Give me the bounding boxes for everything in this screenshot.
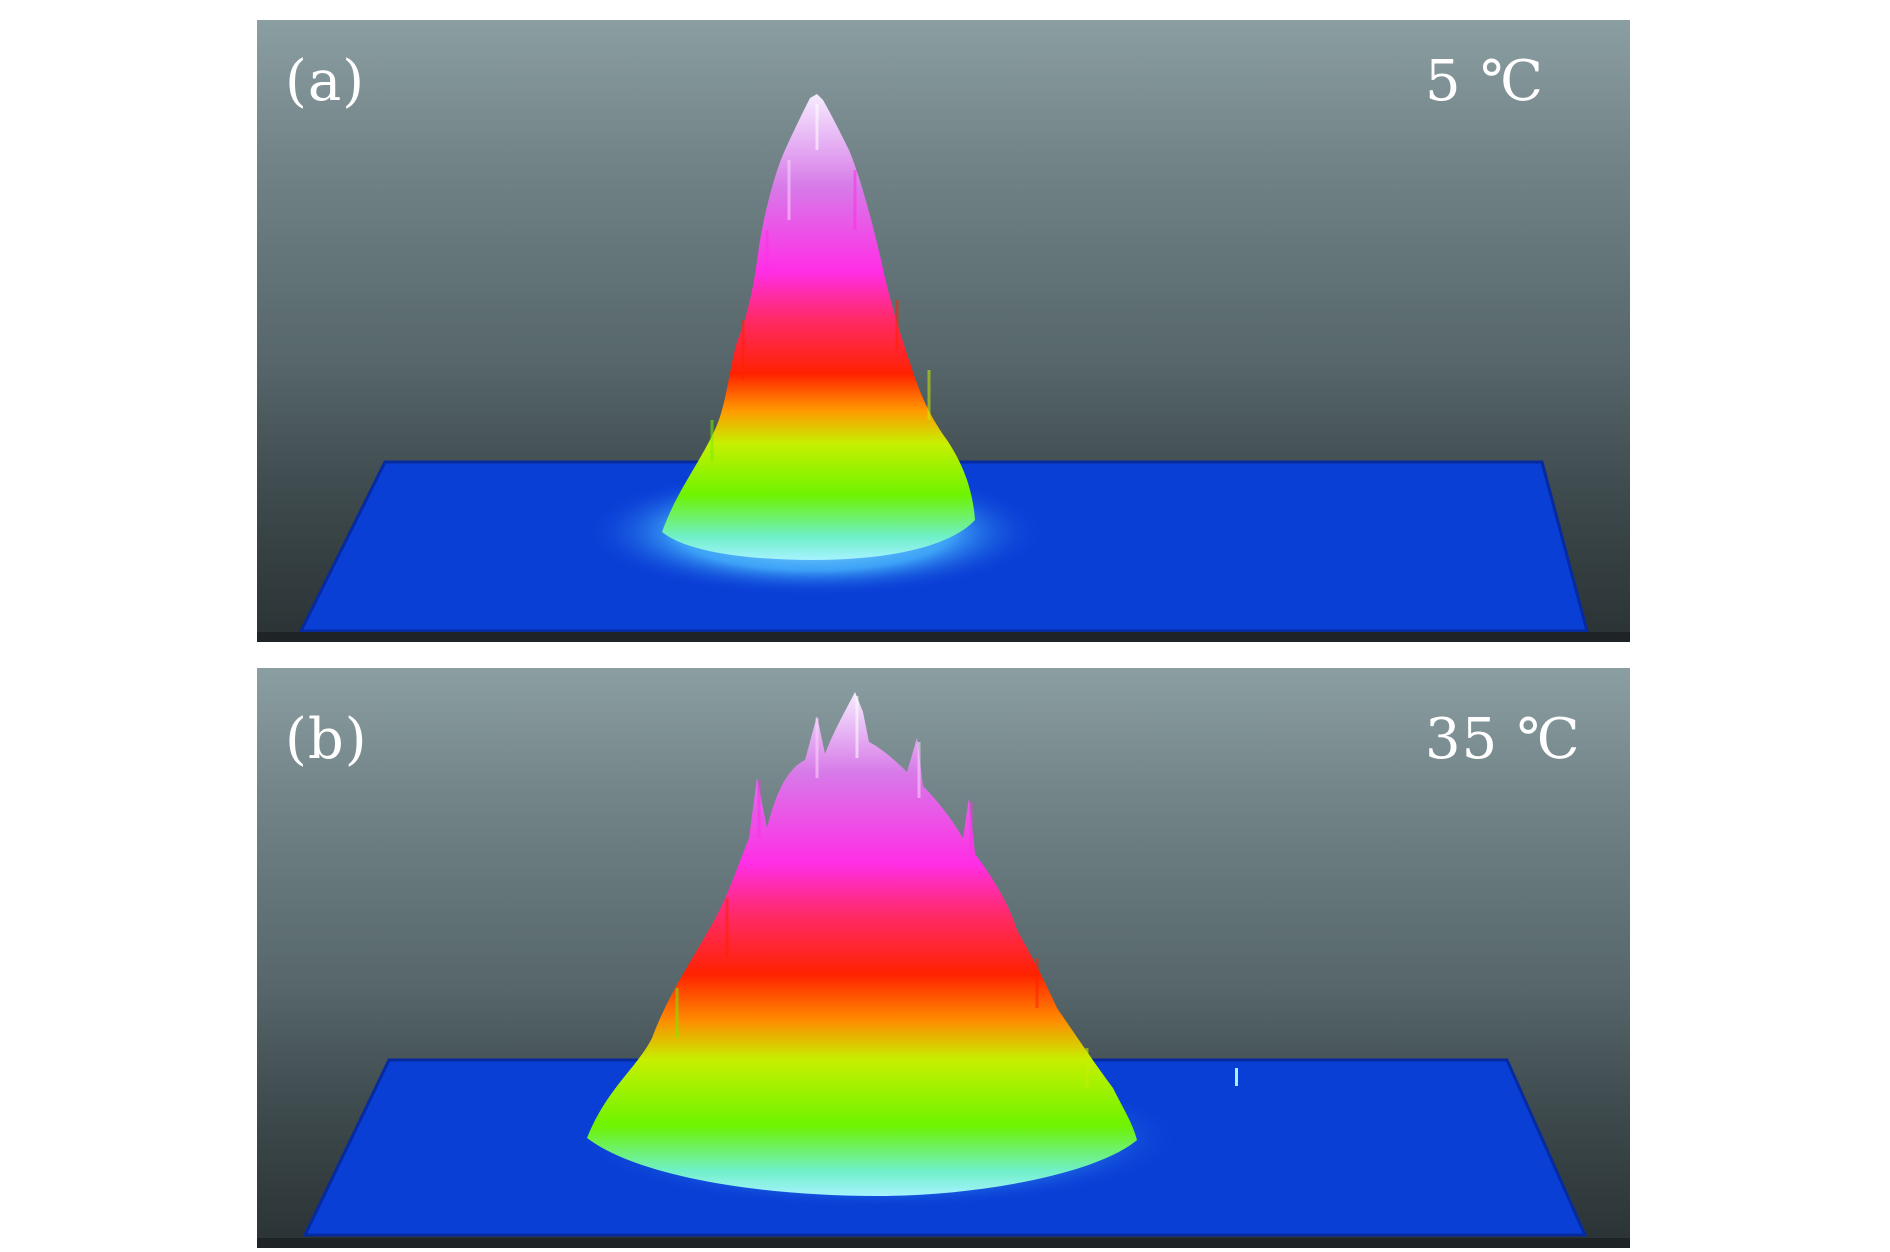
panel-b-3d-surface — [257, 692, 1630, 1248]
panel-b-temperature: 35 ℃ — [1425, 707, 1581, 772]
panel-a-peak — [662, 94, 975, 560]
panel-a-letter: (a) — [285, 49, 366, 114]
panel-a-intensity-profile: (a) 5 ℃ — [257, 20, 1630, 642]
panel-b-letter: (b) — [285, 707, 368, 772]
panel-a-3d-surface — [257, 94, 1630, 642]
panel-b-spikes — [675, 696, 1089, 1088]
panel-b-intensity-profile: (b) 35 ℃ — [257, 668, 1630, 1248]
panel-b-peak — [587, 692, 1137, 1196]
panel-a-spikes — [710, 104, 931, 460]
panel-a-temperature: 5 ℃ — [1425, 49, 1545, 114]
